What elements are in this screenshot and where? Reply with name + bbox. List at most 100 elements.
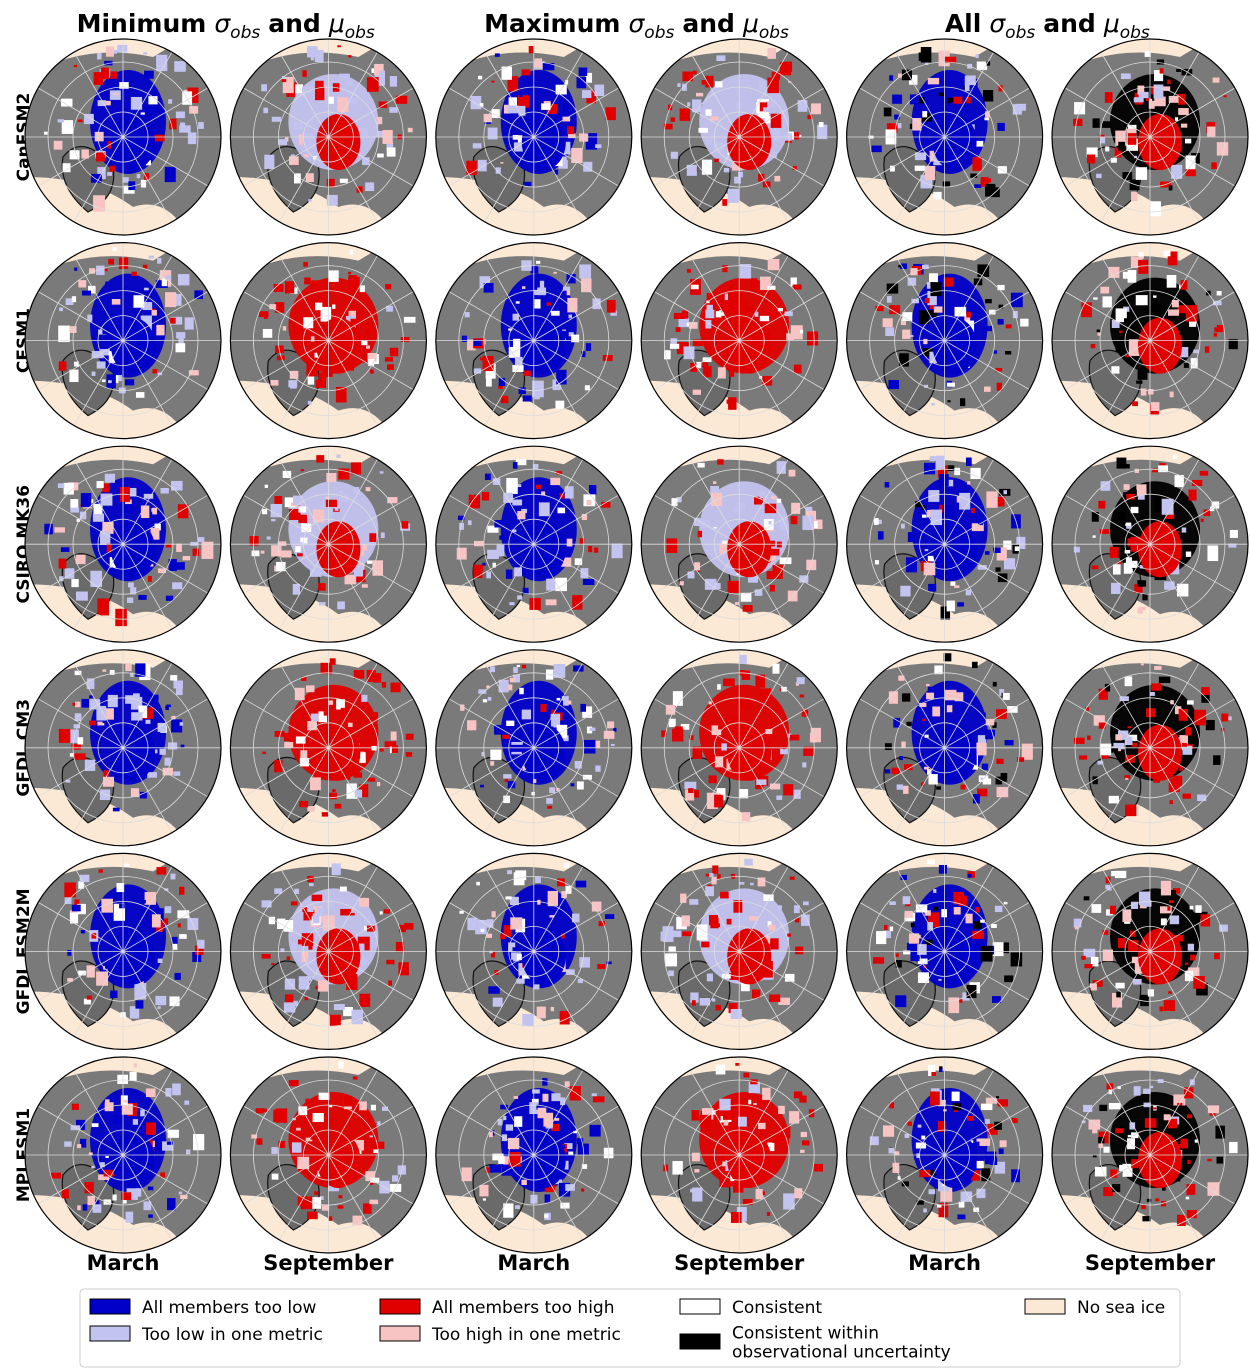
ice-cell [953, 892, 964, 904]
ice-cell [1093, 535, 1096, 537]
ice-cell [925, 298, 930, 303]
ice-cell [512, 499, 522, 505]
ice-cell [926, 684, 930, 686]
figure: MinimumσobsandμobsMaximumσobsandμobsAllσ… [0, 0, 1250, 1369]
ice-cell [995, 906, 1003, 912]
ice-cell [156, 867, 166, 875]
ice-cell [983, 90, 993, 101]
ice-cell [902, 330, 910, 339]
ice-cell [337, 45, 341, 47]
ice-cell [311, 280, 319, 291]
month-label: March [908, 1251, 981, 1275]
ice-cell [261, 551, 265, 554]
ice-cell [522, 286, 525, 289]
ice-cell [997, 123, 1004, 131]
ice-cell [1112, 1184, 1120, 1192]
ice-cell [934, 306, 943, 312]
ice-cell [166, 705, 171, 707]
ice-cell [1089, 1120, 1101, 1130]
ice-cell [605, 914, 614, 919]
ice-cell [351, 462, 361, 474]
ice-cell [803, 901, 809, 905]
polar-map [641, 853, 837, 1049]
ice-cell [490, 666, 495, 672]
ice-cell [489, 1132, 493, 1138]
ice-cell [1011, 952, 1023, 966]
ice-cell [1132, 743, 1137, 747]
ice-cell [171, 481, 183, 491]
ice-cell [392, 1175, 398, 1181]
ice-cell [340, 490, 343, 493]
ice-cell [1221, 713, 1228, 721]
ice-cell [275, 302, 285, 313]
ice-cell [724, 168, 730, 172]
ice-cell [668, 970, 674, 976]
ice-cell [941, 706, 947, 710]
ice-cell [81, 493, 91, 507]
ice-cell [774, 176, 780, 182]
ice-cell [1141, 1205, 1146, 1209]
ice-cell [763, 107, 769, 111]
ice-cell [488, 128, 498, 140]
ice-cell [985, 551, 990, 555]
ice-cell [957, 1215, 965, 1220]
ice-cell [198, 122, 204, 129]
ice-cell [1145, 305, 1153, 312]
ice-cell [179, 1192, 182, 1195]
ice-cell [350, 250, 354, 255]
ice-cell [1178, 108, 1189, 115]
ice-cell [924, 463, 935, 475]
ice-cell [64, 1141, 71, 1146]
ice-cell [505, 896, 511, 899]
ice-cell [262, 954, 271, 959]
ice-cell [115, 609, 127, 626]
ice-cell [693, 390, 701, 395]
ice-cell [483, 699, 487, 702]
ice-cell [256, 1138, 262, 1144]
ice-cell [484, 283, 494, 293]
ice-cell [516, 301, 520, 303]
ice-cell [717, 874, 720, 879]
ice-cell [367, 670, 376, 682]
ice-cell [54, 527, 64, 532]
ice-cell [1005, 351, 1011, 354]
ice-cell [985, 178, 991, 182]
ice-cell [790, 735, 799, 741]
polar-map [641, 650, 837, 846]
ice-cell [999, 1149, 1004, 1155]
ice-cell [164, 758, 170, 766]
ice-cell [514, 1096, 519, 1099]
ice-cell [793, 790, 800, 799]
ice-cell [1095, 1167, 1107, 1177]
ice-cell [918, 1125, 922, 1128]
ice-cell [193, 1134, 204, 1150]
ice-cell [1124, 484, 1130, 490]
ice-cell [698, 128, 707, 133]
ice-cell [302, 70, 306, 77]
ice-cell [1207, 126, 1215, 136]
ice-cell [571, 335, 579, 343]
ice-cell [1006, 324, 1012, 328]
ice-cell [1111, 583, 1120, 594]
header-lead: Maximum [484, 9, 620, 38]
ice-cell [1185, 932, 1197, 941]
ice-cell [482, 563, 485, 566]
ice-cell [340, 887, 347, 892]
ice-cell [671, 152, 678, 159]
ice-cell [800, 694, 804, 697]
ice-cell [1146, 708, 1155, 717]
ice-cell [1020, 319, 1028, 327]
ice-cell [1118, 142, 1125, 151]
ice-cell [933, 907, 938, 911]
ice-cell [324, 711, 328, 715]
ice-cell [501, 396, 509, 403]
ice-cell [144, 1201, 152, 1210]
ice-cell [488, 697, 492, 701]
ice-cell [105, 474, 115, 483]
ice-cell [141, 900, 146, 903]
ice-cell [782, 1138, 786, 1143]
ice-cell [69, 370, 78, 382]
polar-map [847, 1057, 1043, 1253]
ice-cell [1091, 984, 1097, 991]
ice-cell [1099, 1105, 1107, 1111]
